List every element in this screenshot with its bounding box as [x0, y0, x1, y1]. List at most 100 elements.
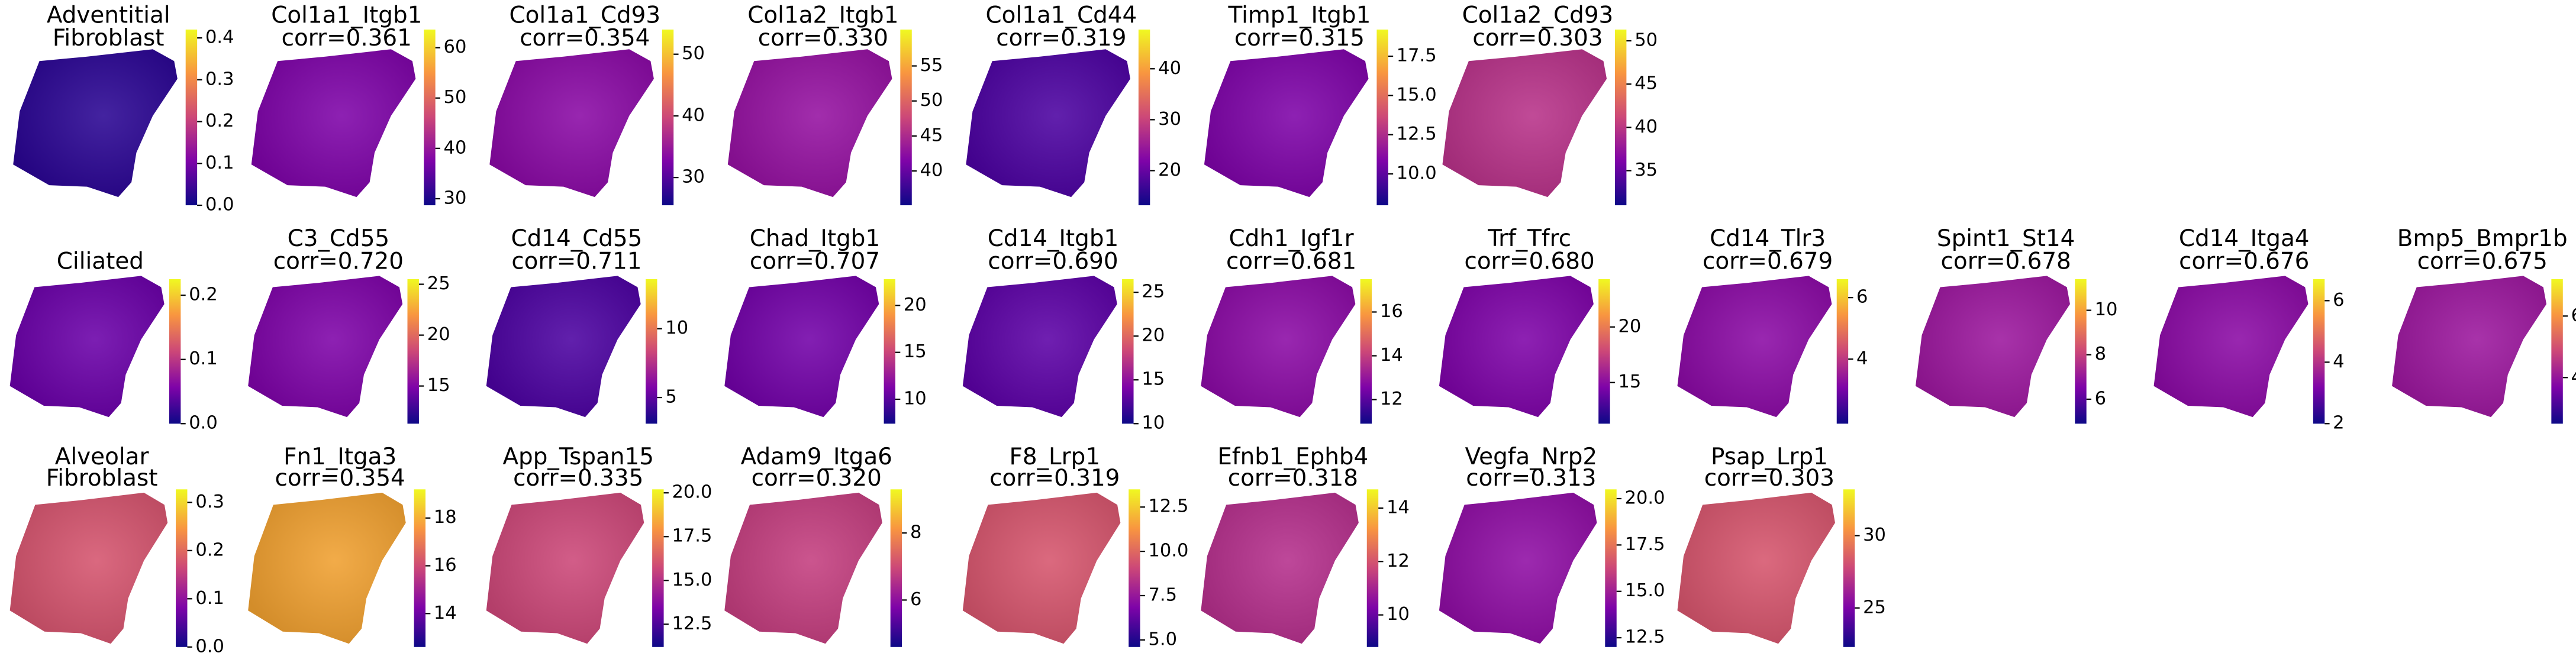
- colorbar-tick-label: 25: [427, 273, 450, 294]
- panel-title: Adventitial: [47, 2, 170, 28]
- colorbar: [1138, 29, 1150, 206]
- colorbar-tick-label: 15: [427, 375, 450, 396]
- colorbar-tick-label: 4: [2333, 351, 2344, 372]
- colorbar-tick-label: 10: [904, 388, 927, 409]
- colorbar-tick-label: 30: [1158, 109, 1181, 130]
- colorbar: [1366, 489, 1379, 647]
- colorbar-tick-label: 16: [1380, 301, 1403, 322]
- colorbar-tick-label: 14: [434, 603, 457, 623]
- tissue-shade: [966, 49, 1130, 198]
- colorbar: [2075, 279, 2087, 424]
- tissue-shade: [1204, 49, 1369, 198]
- colorbar-tick-label: 5.0: [1149, 629, 1178, 649]
- colorbar: [1605, 489, 1617, 647]
- tissue-shade: [1201, 492, 1359, 644]
- colorbar: [1598, 279, 1610, 424]
- colorbar-tick-label: 15.0: [1625, 580, 1665, 601]
- colorbar-tick-label: 45: [1634, 73, 1658, 94]
- colorbar-tick-label: 14: [1380, 345, 1403, 366]
- colorbar-tick-label: 18: [434, 507, 457, 528]
- colorbar-tick-label: 20: [1158, 160, 1181, 180]
- colorbar-tick-label: 4: [1856, 348, 1868, 369]
- colorbar: [662, 29, 674, 206]
- tissue-shade: [248, 276, 403, 418]
- panel-title: Chad_Itgb1: [750, 225, 880, 252]
- colorbar-tick-label: 40: [1634, 117, 1658, 137]
- tissue-shade: [1677, 276, 1832, 418]
- tissue-shade: [1677, 492, 1835, 644]
- colorbar-tick-label: 6: [2333, 290, 2344, 311]
- panel-title: corr=0.675: [2417, 248, 2548, 275]
- colorbar: [2313, 279, 2325, 424]
- tissue-shade: [486, 492, 644, 644]
- panel-title: corr=0.678: [1941, 248, 2071, 275]
- colorbar-tick-label: 6: [2095, 388, 2106, 409]
- colorbar-tick-label: 12.5: [1397, 124, 1437, 144]
- colorbar-tick-label: 10: [2095, 299, 2118, 320]
- colorbar-tick-label: 25: [1142, 282, 1165, 302]
- panel-title: App_Tspan15: [502, 444, 653, 470]
- tissue-shade: [724, 492, 882, 644]
- panel-title: Col1a1_Cd93: [509, 2, 660, 28]
- panel-title: Spint1_St14: [1937, 225, 2075, 252]
- panel-title: Col1a1_Itgb1: [271, 2, 422, 28]
- panel-title: corr=0.690: [988, 248, 1118, 275]
- tissue-shade: [1439, 492, 1597, 644]
- colorbar-tick-label: 50: [682, 43, 705, 64]
- panel-title: Fibroblast: [46, 465, 158, 492]
- colorbar-tick-label: 5: [665, 387, 676, 408]
- panel-title: Trf_Tfrc: [1487, 225, 1571, 252]
- colorbar: [424, 29, 436, 206]
- tissue-shade: [1442, 49, 1607, 198]
- colorbar-tick-label: 15: [1142, 369, 1165, 390]
- colorbar-tick-label: 0.3: [205, 69, 234, 89]
- tissue-shade: [962, 276, 1117, 418]
- tissue-shade: [962, 492, 1121, 644]
- colorbar-tick-label: 10.0: [1149, 541, 1189, 561]
- colorbar-tick-label: 20: [904, 295, 927, 315]
- colorbar: [652, 489, 664, 647]
- colorbar-tick-label: 55: [920, 55, 943, 76]
- colorbar-tick-label: 12.5: [1149, 496, 1189, 517]
- colorbar: [414, 489, 426, 647]
- panel-title: Vegfa_Nrp2: [1465, 444, 1598, 470]
- colorbar-tick-label: 0.3: [195, 492, 224, 512]
- colorbar-tick-label: 0.2: [189, 285, 218, 305]
- panel-title: corr=0.711: [511, 248, 641, 275]
- panel: Ciliated 0.0 0.1 0.2: [9, 248, 218, 434]
- colorbar-tick-label: 0.0: [195, 636, 224, 657]
- colorbar-tick-label: 40: [444, 137, 467, 158]
- colorbar: [1836, 279, 1849, 424]
- colorbar-tick-label: 0.1: [195, 588, 224, 609]
- colorbar-tick-label: 0.2: [195, 539, 224, 560]
- panel-title: corr=0.354: [520, 25, 650, 51]
- colorbar-tick-label: 0.1: [205, 153, 234, 173]
- panel-title: Bmp5_Bmpr1b: [2397, 225, 2568, 252]
- panel-title: corr=0.319: [989, 465, 1120, 492]
- colorbar: [646, 279, 657, 424]
- colorbar: [1360, 279, 1372, 424]
- colorbar: [1376, 29, 1388, 206]
- tissue-shade: [9, 276, 165, 418]
- panel-title: Alveolar: [55, 444, 149, 470]
- colorbar-tick-label: 30: [444, 188, 467, 208]
- colorbar: [890, 489, 902, 647]
- panel-title: Col1a2_Cd93: [1462, 2, 1614, 28]
- panel-title: corr=0.676: [2179, 248, 2309, 275]
- panel-title: Psap_Lrp1: [1711, 444, 1828, 470]
- tissue-shade: [1915, 276, 2070, 418]
- colorbar-tick-label: 12: [1387, 551, 1410, 571]
- colorbar-tick-label: 6: [910, 589, 921, 610]
